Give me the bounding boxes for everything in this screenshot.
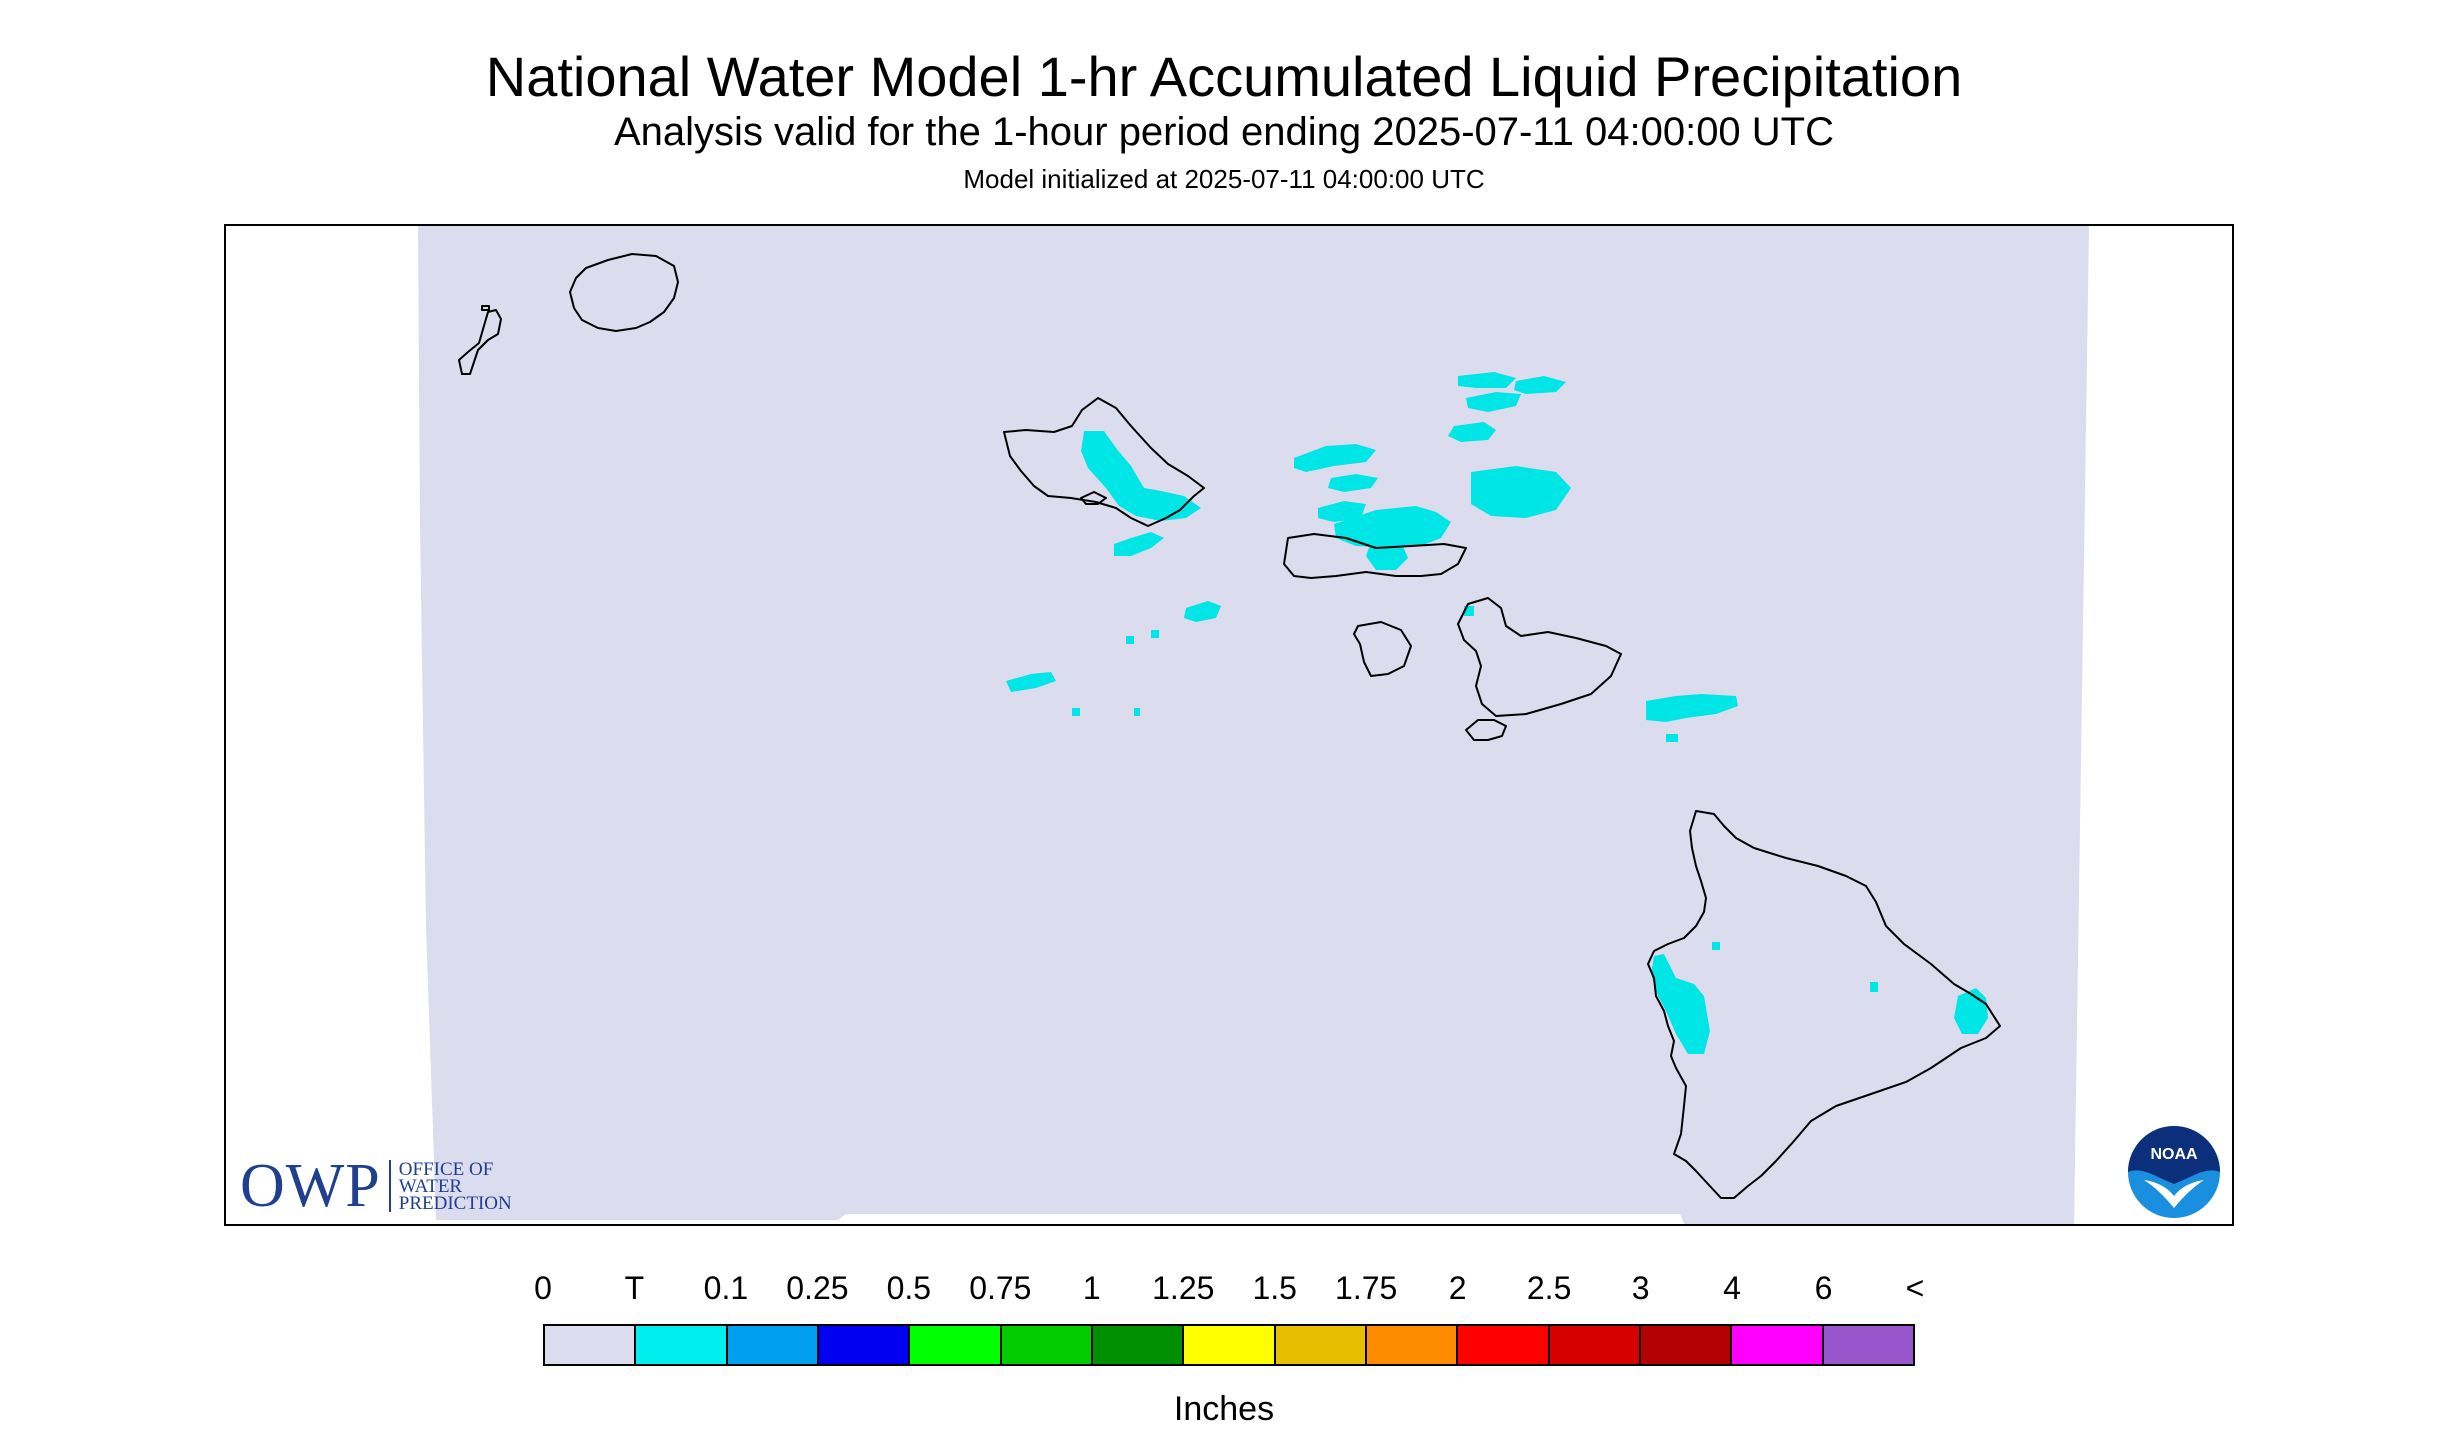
legend-swatch	[727, 1326, 819, 1364]
island-molokai	[1283, 533, 1467, 579]
precip-area	[1294, 444, 1376, 472]
precip-area	[1448, 422, 1496, 442]
legend-swatch	[1549, 1326, 1641, 1364]
precip-area	[1072, 708, 1080, 716]
island-hawaii	[1647, 810, 2001, 1199]
legend-tick-label: 2	[1448, 1270, 1467, 1306]
legend-swatch	[1823, 1326, 1913, 1364]
precip-area	[1114, 532, 1164, 556]
owp-logo: OWP OFFICE OF WATER PREDICTION	[240, 1152, 512, 1220]
precip-area	[1334, 506, 1451, 548]
legend-tick-label: 1.25	[1152, 1270, 1215, 1306]
noaa-logo-gull	[2144, 1180, 2204, 1208]
legend-tick-label: 0.75	[969, 1270, 1032, 1306]
precip-area	[1318, 501, 1366, 522]
legend-swatch	[1092, 1326, 1185, 1364]
owp-logo-words: OFFICE OF WATER PREDICTION	[398, 1158, 512, 1214]
precip-area	[1651, 954, 1710, 1054]
legend-tick-label: 6	[1814, 1270, 1833, 1306]
legend-swatch	[1458, 1326, 1550, 1364]
legend-tick-label: 0.25	[786, 1270, 849, 1306]
color-legend	[543, 1324, 1915, 1366]
legend-tick-label: 2.5	[1526, 1270, 1572, 1306]
precip-area	[1134, 708, 1140, 716]
legend-tick-label: 1.75	[1335, 1270, 1398, 1306]
legend-swatch	[818, 1326, 911, 1364]
legend-tick-label: 3	[1631, 1270, 1650, 1306]
legend-tick-label: 0	[534, 1270, 552, 1306]
precip-area	[1366, 542, 1408, 570]
precip-area	[1514, 376, 1566, 394]
legend-swatch	[545, 1326, 637, 1364]
precip-area	[1646, 694, 1738, 722]
legend-swatch	[1275, 1326, 1367, 1364]
precip-area	[1328, 474, 1378, 492]
island-lanai	[1353, 621, 1412, 677]
legend-tick-label: 1	[1082, 1270, 1101, 1306]
legend-tick-label: 1.5	[1252, 1270, 1297, 1306]
legend-units: Inches	[1173, 1390, 1275, 1428]
precip-area	[1666, 734, 1678, 742]
owp-logo-line: OFFICE OF	[398, 1158, 494, 1180]
legend-swatch	[1640, 1326, 1733, 1364]
owp-logo-line: WATER	[398, 1175, 463, 1197]
precipitation-map	[418, 226, 2089, 1224]
precip-area	[1712, 942, 1720, 950]
legend-labels: 0 T 0.1 0.25 0.5 0.75 1 1.25 1.5 1.75 2 2.5 3 4 6 <	[0, 1270, 2448, 1310]
model-domain	[418, 226, 2089, 1224]
island-oahu-harbor	[1080, 491, 1107, 505]
legend-swatch	[1732, 1326, 1824, 1364]
legend-tick-label: 4	[1723, 1270, 1741, 1306]
precip-area	[1006, 672, 1056, 692]
island-oahu	[1003, 397, 1205, 527]
legend-tick-label: 0.1	[703, 1270, 749, 1306]
precip-area	[1471, 466, 1571, 518]
precip-area	[1151, 630, 1159, 638]
island-niihau	[458, 305, 502, 375]
precip-layer	[1006, 372, 1988, 1054]
legend-swatch	[1184, 1326, 1276, 1364]
precip-area	[1466, 392, 1521, 412]
precip-area	[1184, 601, 1221, 622]
chart-title: National Water Model 1-hr Accumulated Li…	[485, 45, 1963, 108]
owp-logo-mark: OWP	[240, 1152, 381, 1220]
legend-swatch	[1001, 1326, 1093, 1364]
noaa-logo-text: NOAA	[2150, 1146, 2198, 1163]
map-panel: OWP OFFICE OF WATER PREDICTION NOAA	[224, 224, 2234, 1226]
island-kauai	[569, 253, 679, 332]
precip-area	[1458, 372, 1516, 388]
legend-swatch	[636, 1326, 728, 1364]
model-init-line: Model initialized at 2025-07-11 04:00:00…	[963, 164, 1485, 194]
precip-area	[1126, 636, 1134, 644]
owp-logo-line: PREDICTION	[398, 1192, 512, 1214]
legend-swatch	[910, 1326, 1002, 1364]
coastline-layer	[458, 253, 2001, 1199]
precip-area	[1870, 982, 1878, 992]
legend-tick-label: 0.5	[886, 1270, 932, 1306]
noaa-logo: NOAA	[2125, 1123, 2223, 1221]
owp-logo-divider	[388, 1160, 391, 1212]
legend-tick-label: T	[624, 1270, 645, 1306]
precip-area	[1081, 431, 1201, 521]
legend-swatch	[1366, 1326, 1459, 1364]
island-kahoolawe	[1465, 719, 1507, 741]
legend-tick-label: <	[1905, 1270, 1925, 1306]
noaa-logo-sky	[2128, 1126, 2220, 1184]
chart-subtitle: Analysis valid for the 1-hour period end…	[614, 110, 1834, 154]
island-maui	[1457, 597, 1622, 717]
